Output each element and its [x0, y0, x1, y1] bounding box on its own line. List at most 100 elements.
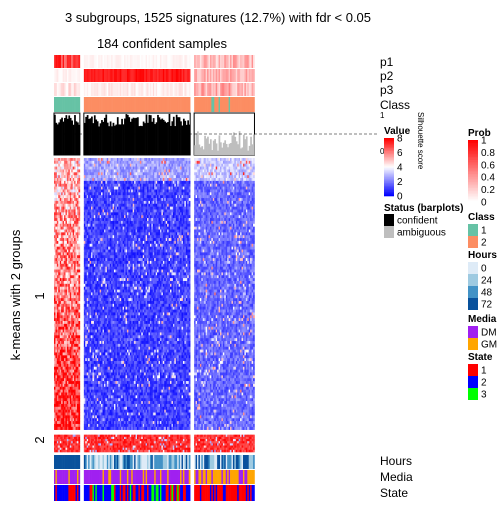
class-cell-17 — [78, 97, 80, 112]
heat-cell-g1-17-50 — [78, 301, 80, 304]
heat-cell-g1-17-39 — [78, 270, 80, 273]
heat-cell-g1-17-14 — [78, 198, 80, 201]
heat-cell-g1-17-49 — [78, 298, 80, 301]
annotation-track-p3 — [54, 83, 255, 96]
heat-cell-g1-17-93 — [78, 424, 80, 427]
heat-cell-g1-17-94 — [78, 427, 80, 430]
class-cell-133 — [253, 97, 255, 112]
heat-cell-g1-17-28 — [78, 238, 80, 241]
heat-cell-g1-17-5 — [78, 172, 80, 175]
heat-cell-g1-17-54 — [78, 312, 80, 315]
prob-cell-p3-91 — [189, 83, 191, 96]
prob-cell-p1-91 — [189, 55, 191, 68]
heat-cell-g1-17-34 — [78, 255, 80, 258]
prob-cell-p2-133 — [253, 69, 255, 82]
heat-cell-g1-17-76 — [78, 375, 80, 378]
heat-cell-g1-17-29 — [78, 241, 80, 244]
chart-subtitle: 184 confident samples — [97, 36, 228, 51]
heat-cell-g1-17-62 — [78, 335, 80, 338]
heat-cell-g1-17-1 — [78, 161, 80, 164]
heat-cell-g1-17-19 — [78, 212, 80, 215]
heat-cell-g1-17-2 — [78, 164, 80, 167]
heat-cell-g1-17-80 — [78, 387, 80, 390]
heat-cell-g1-17-47 — [78, 292, 80, 295]
heat-cell-g1-17-79 — [78, 384, 80, 387]
heat-cell-g1-17-40 — [78, 272, 80, 275]
heat-cell-g1-17-3 — [78, 167, 80, 170]
prob-cell-p3-17 — [78, 83, 80, 96]
row-group-2-label: 2 — [32, 436, 47, 443]
heat-cell-g1-17-16 — [78, 204, 80, 207]
heat-cell-g1-17-75 — [78, 372, 80, 375]
heat-cell-g1-17-70 — [78, 358, 80, 361]
heat-cell-g1-17-12 — [78, 192, 80, 195]
silhouette-bar-91 — [189, 125, 191, 155]
heat-cell-g1-17-74 — [78, 370, 80, 373]
heat-cell-g1-17-84 — [78, 398, 80, 401]
heat-cell-g1-17-17 — [78, 207, 80, 210]
heat-cell-g1-17-36 — [78, 261, 80, 264]
heat-cell-g1-17-13 — [78, 195, 80, 198]
heat-cell-g1-17-9 — [78, 184, 80, 187]
heat-cell-g1-17-7 — [78, 178, 80, 181]
prob-cell-p3-133 — [253, 83, 255, 96]
heat-cell-g1-17-85 — [78, 401, 80, 404]
heat-cell-g1-17-52 — [78, 307, 80, 310]
heat-cell-g1-17-65 — [78, 344, 80, 347]
heat-cell-g1-17-43 — [78, 281, 80, 284]
heat-cell-g1-17-48 — [78, 295, 80, 298]
heat-cell-g1-17-66 — [78, 347, 80, 350]
heat-cell-g1-17-87 — [78, 407, 80, 410]
annotation-track-p1 — [54, 55, 255, 68]
heat-cell-g1-17-0 — [78, 158, 80, 161]
heat-cell-g1-17-81 — [78, 390, 80, 393]
chart-title: 3 subgroups, 1525 signatures (12.7%) wit… — [65, 10, 371, 25]
class-cell-91 — [189, 97, 191, 112]
heat-cell-g1-17-83 — [78, 395, 80, 398]
annotation-track-class — [54, 97, 255, 112]
heat-cell-g1-17-63 — [78, 338, 80, 341]
heat-cell-g1-17-45 — [78, 287, 80, 290]
heat-cell-g1-17-82 — [78, 392, 80, 395]
row-title: k-means with 2 groups — [8, 229, 23, 360]
heat-cell-g1-17-38 — [78, 267, 80, 270]
heat-cell-g1-17-21 — [78, 218, 80, 221]
heat-cell-g1-17-23 — [78, 224, 80, 227]
heat-cell-g1-17-11 — [78, 189, 80, 192]
silhouette-bar-17 — [78, 125, 80, 155]
heat-cell-g1-17-59 — [78, 327, 80, 330]
heat-cell-g1-17-30 — [78, 244, 80, 247]
heat-cell-g1-17-42 — [78, 278, 80, 281]
heat-cell-g1-17-20 — [78, 215, 80, 218]
heat-cell-g1-17-22 — [78, 221, 80, 224]
heat-cell-g1-17-90 — [78, 415, 80, 418]
heat-cell-g1-17-58 — [78, 324, 80, 327]
row-group-1-label: 1 — [32, 292, 47, 299]
heat-cell-g1-17-33 — [78, 252, 80, 255]
heat-cell-g1-17-6 — [78, 175, 80, 178]
heat-cell-g1-17-37 — [78, 264, 80, 267]
heat-cell-g1-17-64 — [78, 341, 80, 344]
prob-cell-p1-133 — [253, 55, 255, 68]
heat-cell-g1-17-46 — [78, 290, 80, 293]
heat-cell-g1-17-51 — [78, 304, 80, 307]
heat-cell-g1-17-88 — [78, 410, 80, 413]
heat-cell-g1-17-10 — [78, 187, 80, 190]
heat-cell-g1-17-68 — [78, 352, 80, 355]
heat-cell-g1-17-56 — [78, 318, 80, 321]
heat-cell-g1-17-71 — [78, 361, 80, 364]
heat-cell-g1-17-77 — [78, 378, 80, 381]
annotation-track-silhouette — [54, 113, 378, 155]
heatmap-group-1 — [54, 158, 255, 430]
heat-cell-g1-17-89 — [78, 413, 80, 416]
heat-cell-g1-17-31 — [78, 247, 80, 250]
heat-cell-g1-17-86 — [78, 404, 80, 407]
heat-cell-g1-17-8 — [78, 181, 80, 184]
heat-cell-g1-17-57 — [78, 321, 80, 324]
heat-cell-g1-17-60 — [78, 330, 80, 333]
heat-cell-g1-17-41 — [78, 275, 80, 278]
heat-cell-g1-17-35 — [78, 258, 80, 261]
heat-cell-g1-17-15 — [78, 201, 80, 204]
